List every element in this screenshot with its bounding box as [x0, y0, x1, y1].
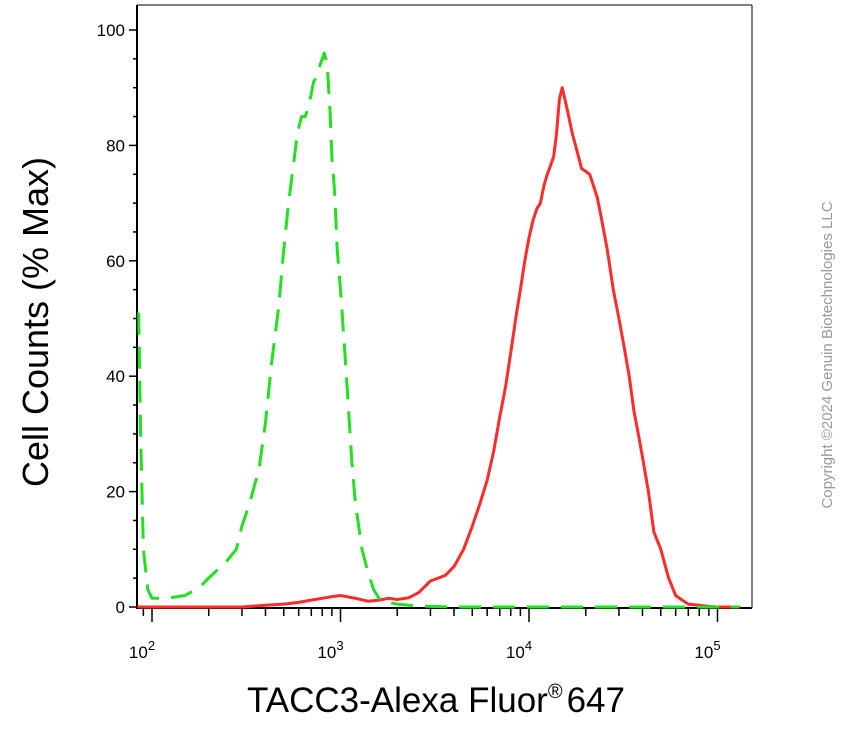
x-tick-label: 104	[506, 638, 532, 662]
x-tick-exponent: 4	[525, 638, 532, 653]
x-tick-exponent: 2	[148, 638, 155, 653]
x-tick-base: 10	[506, 643, 525, 662]
x-tick-base: 10	[694, 643, 713, 662]
y-tick-label: 20	[106, 483, 125, 502]
x-tick-label: 105	[694, 638, 720, 662]
y-tick-label: 100	[97, 21, 125, 40]
x-tick-label: 103	[317, 638, 343, 662]
y-axis-label: Cell Counts (% Max)	[15, 157, 56, 487]
sample-histogram-curve	[137, 86, 741, 609]
x-axis-ticks: 102 103 104 105	[129, 608, 721, 662]
x-axis-label: TACC3-Alexa Fluor® 647	[247, 681, 625, 720]
x-tick-base: 10	[129, 643, 148, 662]
x-tick-base: 10	[317, 643, 336, 662]
control-histogram-curve	[137, 51, 739, 609]
y-axis-ticks: 0 20 40 60 80 100	[97, 21, 137, 617]
x-axis-label-registered-mark: ®	[548, 681, 563, 703]
y-tick-label: 60	[106, 252, 125, 271]
y-tick-label: 0	[116, 598, 125, 617]
x-tick-exponent: 5	[713, 638, 720, 653]
y-tick-label: 80	[106, 136, 125, 155]
series-layer	[137, 51, 741, 609]
x-tick-exponent: 3	[336, 638, 343, 653]
y-tick-label: 40	[106, 367, 125, 386]
x-tick-label: 102	[129, 638, 155, 662]
copyright-watermark: Copyright ©2024 Genuin Biotechnologies L…	[819, 201, 836, 508]
x-axis-label-suffix: 647	[567, 681, 625, 720]
x-axis-label-main: TACC3-Alexa Fluor	[247, 681, 548, 720]
axes-frame	[136, 4, 753, 609]
